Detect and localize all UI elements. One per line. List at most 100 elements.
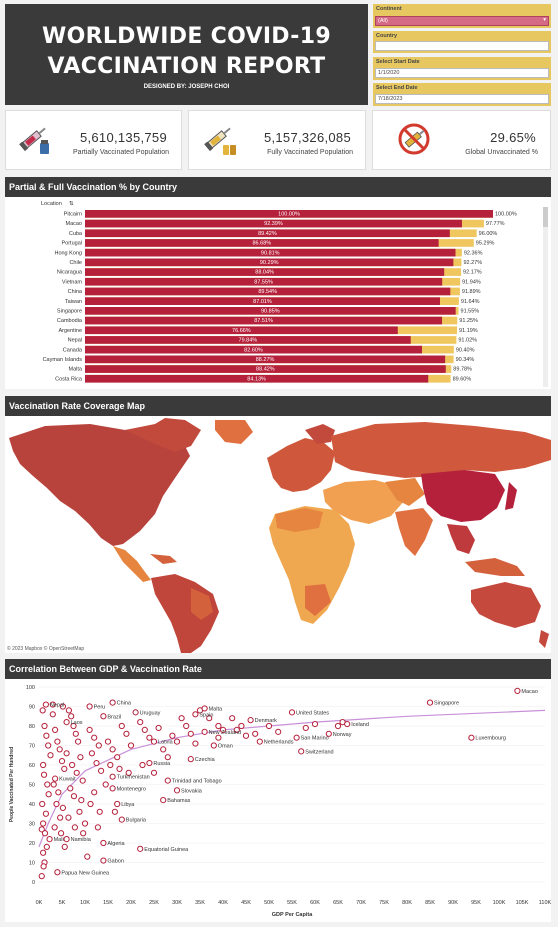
end-date-label: Select End Date bbox=[376, 85, 418, 91]
map-europe[interactable] bbox=[267, 438, 335, 492]
map-central-america[interactable] bbox=[113, 546, 151, 582]
full-bar bbox=[85, 307, 456, 315]
category-label: Cambodia bbox=[57, 318, 83, 324]
category-label: Cayman Islands bbox=[43, 357, 83, 363]
start-date-filter[interactable]: Select Start Date 1/1/2020 bbox=[373, 57, 551, 80]
data-point bbox=[95, 742, 102, 749]
category-label: Malta bbox=[69, 367, 83, 373]
map-china[interactable] bbox=[421, 470, 505, 522]
x-axis-label: GDP Per Capita bbox=[272, 912, 313, 918]
y-tick-label: 40 bbox=[29, 802, 35, 808]
map-australia[interactable] bbox=[471, 582, 541, 628]
data-point bbox=[71, 824, 78, 831]
map-southern-africa[interactable] bbox=[305, 584, 331, 616]
full-bar bbox=[85, 229, 450, 238]
x-tick-label: 90K bbox=[448, 900, 458, 906]
continent-select[interactable]: (All) ▾ bbox=[375, 16, 549, 26]
data-point bbox=[288, 709, 296, 716]
data-point bbox=[137, 845, 144, 852]
full-value-label: 84.13% bbox=[247, 376, 266, 382]
map-brazil-east[interactable] bbox=[191, 588, 213, 620]
point-label: Denmark bbox=[255, 718, 278, 724]
map-japan[interactable] bbox=[505, 482, 517, 510]
x-tick-label: 40K bbox=[218, 900, 228, 906]
map-north-africa[interactable] bbox=[275, 508, 323, 532]
map-africa[interactable] bbox=[269, 506, 355, 624]
data-point bbox=[132, 709, 139, 716]
data-point bbox=[127, 742, 135, 749]
data-point bbox=[215, 734, 222, 741]
data-point bbox=[79, 777, 86, 784]
y-tick-label: 0 bbox=[32, 880, 35, 886]
data-point bbox=[72, 730, 79, 737]
chevron-down-icon[interactable]: ▾ bbox=[543, 17, 546, 23]
vaccination-bar-chart: Location ⇅ Pitcairn 100.00% 100.00% Macao 92.3… bbox=[41, 201, 548, 387]
data-point bbox=[88, 750, 96, 757]
kpi-caption: Partially Vaccinated Population bbox=[73, 149, 169, 156]
map-central-asia[interactable] bbox=[385, 478, 425, 506]
partial-value-label: 91.89% bbox=[462, 289, 481, 295]
full-value-label: 90.29% bbox=[260, 260, 279, 266]
category-label: Costa Rica bbox=[55, 376, 83, 382]
map-scandinavia[interactable] bbox=[305, 424, 335, 444]
map-north-america[interactable] bbox=[9, 424, 190, 546]
data-point bbox=[40, 849, 47, 856]
point-label: Laos bbox=[71, 720, 83, 726]
data-point bbox=[86, 726, 93, 734]
data-point bbox=[100, 857, 107, 864]
data-point bbox=[275, 728, 282, 735]
start-date-input[interactable]: 1/1/2020 bbox=[375, 68, 549, 78]
x-tick-label: 105K bbox=[516, 900, 529, 906]
continent-filter[interactable]: Continent (All) ▾ bbox=[373, 4, 551, 28]
point-label: Iceland bbox=[351, 722, 369, 728]
data-point bbox=[87, 800, 94, 808]
map-caribbean[interactable] bbox=[150, 554, 177, 564]
data-point bbox=[178, 715, 185, 722]
syringe-vials-icon bbox=[204, 127, 236, 155]
data-point bbox=[325, 730, 332, 737]
data-point bbox=[111, 808, 119, 815]
point-label: Gabon bbox=[107, 859, 124, 865]
data-point bbox=[139, 761, 146, 769]
y-tick-label: 60 bbox=[29, 763, 35, 769]
country-input[interactable] bbox=[375, 41, 549, 51]
country-filter[interactable]: Country bbox=[373, 31, 551, 53]
data-point bbox=[54, 869, 61, 876]
full-value-label: 92.39% bbox=[264, 221, 283, 227]
end-date-filter[interactable]: Select End Date 7/18/2023 bbox=[373, 83, 551, 106]
data-point bbox=[42, 810, 50, 817]
category-label: Chile bbox=[69, 260, 82, 266]
data-point bbox=[141, 726, 148, 734]
map-southeast-asia[interactable] bbox=[447, 524, 475, 554]
x-tick-label: 45K bbox=[241, 900, 251, 906]
coverage-map[interactable]: © 2023 Mapbox © OpenStreetMap bbox=[5, 416, 551, 653]
data-point bbox=[100, 713, 107, 720]
map-middle-east[interactable] bbox=[323, 480, 405, 524]
data-point bbox=[69, 761, 76, 769]
scrollbar-track bbox=[543, 207, 548, 387]
end-date-input[interactable]: 7/18/2023 bbox=[375, 94, 549, 104]
map-new-zealand[interactable] bbox=[539, 630, 549, 648]
data-point bbox=[123, 730, 130, 737]
data-point bbox=[43, 843, 50, 850]
point-label: Algeria bbox=[107, 841, 125, 847]
full-bar bbox=[85, 365, 446, 373]
map-greenland[interactable] bbox=[215, 420, 253, 444]
point-label: Equatorial Guinea bbox=[144, 847, 189, 853]
map-greenland-north[interactable] bbox=[125, 418, 201, 452]
full-value-label: 88.04% bbox=[255, 270, 274, 276]
map-section-title: Vaccination Rate Coverage Map bbox=[5, 396, 551, 416]
data-point bbox=[59, 703, 67, 710]
world-map[interactable]: © 2023 Mapbox © OpenStreetMap bbox=[5, 416, 551, 653]
map-india[interactable] bbox=[395, 508, 433, 556]
data-point bbox=[70, 793, 78, 800]
partial-value-label: 91.55% bbox=[461, 309, 480, 315]
data-point bbox=[43, 732, 50, 739]
data-point bbox=[65, 814, 72, 821]
x-tick-label: 60K bbox=[310, 900, 320, 906]
point-label: Latvia bbox=[158, 740, 174, 746]
point-label: Papua New Guinea bbox=[61, 870, 110, 876]
map-indonesia[interactable] bbox=[465, 558, 525, 576]
map-russia[interactable] bbox=[331, 422, 551, 478]
x-tick-label: 25K bbox=[149, 900, 159, 906]
